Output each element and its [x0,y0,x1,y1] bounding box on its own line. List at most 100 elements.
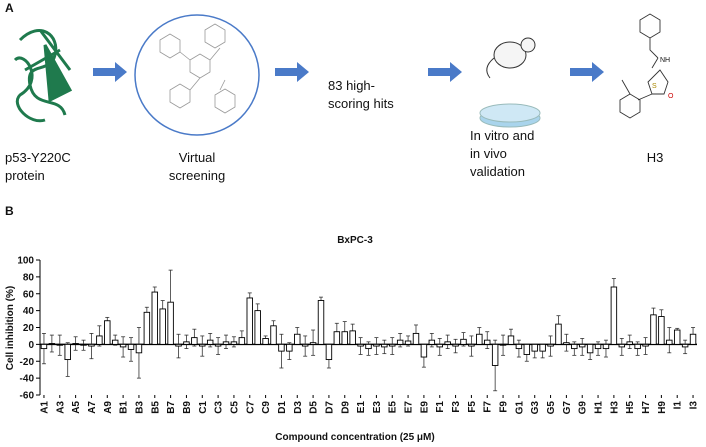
bar [183,341,190,345]
bar [119,343,127,348]
x-tick-label: B7 [166,401,177,414]
bar [206,339,214,345]
molecules [159,23,236,114]
x-tick-label: C7 [245,401,256,414]
x-tick-label: C1 [198,401,209,414]
bar [72,343,79,345]
x-tick-label: D1 [277,401,288,414]
bar [325,343,333,361]
bar [96,335,103,345]
plot: -60 -40 -20 0 20 40 60 80 100 A1 A3 A5 A7 A9 B1 B3 B5 B7 B… [17,256,699,415]
svg-text:S: S [652,83,657,90]
bar [191,337,198,345]
step-label: H3 [647,150,664,165]
x-tick-label: F1 [435,401,446,413]
y-axis-label: Cell inhibition (%) [5,286,16,370]
bar [626,341,633,345]
bar [420,343,428,358]
bar [349,330,356,345]
bar [56,343,64,346]
bar [309,342,317,345]
bar [143,311,151,345]
bar [491,343,499,366]
bar [555,323,562,345]
x-tick-label: F3 [451,401,462,413]
bar [468,343,475,347]
bar [507,335,515,345]
bar [135,343,143,354]
bar [547,343,554,347]
bar [373,343,380,347]
bar [642,343,649,347]
bar [246,297,253,345]
bar [357,343,364,347]
mouse-image [486,37,536,79]
y-tick-label: 60 [23,289,35,300]
bar [412,332,420,345]
x-tick-label: D5 [309,401,320,414]
bar [658,316,665,345]
x-tick-label: F5 [467,401,478,413]
step-label: Virtual [179,150,216,165]
bar [294,333,301,345]
bar [650,314,657,345]
bar [286,343,293,352]
bar [523,343,531,355]
bar [563,342,570,345]
bar [444,341,451,345]
x-tick-label: G1 [514,401,525,415]
x-tick-label: H7 [641,401,652,414]
x-tick-label: D7 [324,401,335,414]
x-tick-label: B5 [150,401,161,414]
x-tick-label: G9 [578,401,589,415]
y-tick-label: 100 [17,256,34,267]
x-tick-label: A1 [39,401,50,414]
x-tick-label: H9 [657,401,668,414]
y-tick-label: 20 [23,323,35,334]
bar [689,333,697,345]
y-tick-label: -40 [20,374,35,385]
bar [238,337,246,345]
bar [317,300,325,345]
arrows [93,62,604,82]
bar [476,333,483,345]
bar [222,341,230,345]
bar [159,308,166,345]
step-labels: p53-Y220C protein Virtual screening 83 high-… [5,78,663,183]
step-label: in vivo [470,146,507,161]
x-tick-label: E7 [404,401,415,414]
bar [579,343,586,348]
bar [167,301,174,345]
bar [389,343,396,347]
x-tick-label: G3 [530,401,541,415]
x-tick-label: H5 [625,401,636,414]
x-tick-label: H3 [609,401,620,414]
bar [341,331,348,345]
bar [571,343,578,350]
bar [48,343,56,345]
bar [381,343,388,348]
bar [681,343,689,348]
panel-label: A [5,1,14,15]
x-tick-label: E9 [419,401,430,414]
bar [404,340,412,345]
step-label: screening [169,168,225,183]
bar [428,339,436,345]
x-tick-label: C9 [261,401,272,414]
bar [365,343,372,350]
x-tick-label: A9 [103,401,114,414]
x-tick-label: D9 [340,401,351,414]
x-axis-label: Compound concentration (25 μM) [275,432,434,443]
chart-title: BxPC-3 [337,235,373,246]
bar [484,339,491,345]
y-tick-label: 0 [28,340,34,351]
y-tick-label: 40 [23,306,35,317]
bar [278,343,285,352]
bar [586,343,594,354]
bar [499,343,507,346]
h3-structure: NH O S [619,13,674,119]
x-tick-label: F9 [499,401,510,413]
svg-text:NH: NH [660,57,670,64]
y-tick-label: -20 [20,357,35,368]
